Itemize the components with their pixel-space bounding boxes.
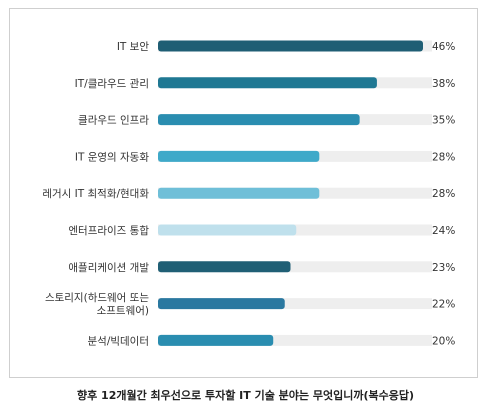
- category-label: 클라우드 인프라: [78, 115, 149, 127]
- category-label: 분석/빅데이터: [88, 335, 150, 347]
- category-label: IT/클라우드 관리: [75, 78, 149, 90]
- category-label: 엔터프라이즈 통합: [68, 225, 149, 237]
- value-label: 24%: [432, 225, 455, 237]
- category-label: 레거시 IT 최적화/현대화: [42, 188, 149, 200]
- bar: [158, 298, 285, 310]
- bar-track: [158, 298, 432, 310]
- bar: [158, 187, 320, 199]
- bar-track: [158, 334, 432, 346]
- value-label: 46%: [432, 41, 455, 53]
- value-label: 22%: [432, 299, 455, 311]
- bar: [158, 40, 423, 52]
- value-label: 38%: [432, 78, 455, 90]
- chart-caption: 향후 12개월간 최우선으로 투자할 IT 기술 분야는 무엇입니까(복수응답): [76, 389, 414, 402]
- value-label: 28%: [432, 151, 455, 163]
- chart-frame: IT 보안 46% IT/클라우드 관리 38% 클라우드 인프라 35% IT 운영의 자…: [9, 8, 478, 378]
- bar: [158, 114, 360, 126]
- bar: [158, 150, 320, 162]
- bar: [158, 334, 274, 346]
- value-label: 28%: [432, 188, 455, 200]
- value-label: 35%: [432, 115, 455, 127]
- bar: [158, 77, 377, 89]
- bar-track: [158, 261, 432, 273]
- bar-chart: IT 보안 46% IT/클라우드 관리 38% 클라우드 인프라 35% IT 운영의 자…: [42, 40, 455, 347]
- category-label: 애플리케이션 개발: [68, 262, 149, 274]
- category-label: IT 보안: [117, 41, 150, 53]
- value-label: 20%: [432, 335, 455, 347]
- bar: [158, 261, 291, 273]
- category-label: 스토리지(하드웨어 또는 소프트웨어): [45, 291, 149, 317]
- bar: [158, 224, 297, 236]
- value-label: 23%: [432, 262, 455, 274]
- category-label: IT 운영의 자동화: [75, 151, 149, 163]
